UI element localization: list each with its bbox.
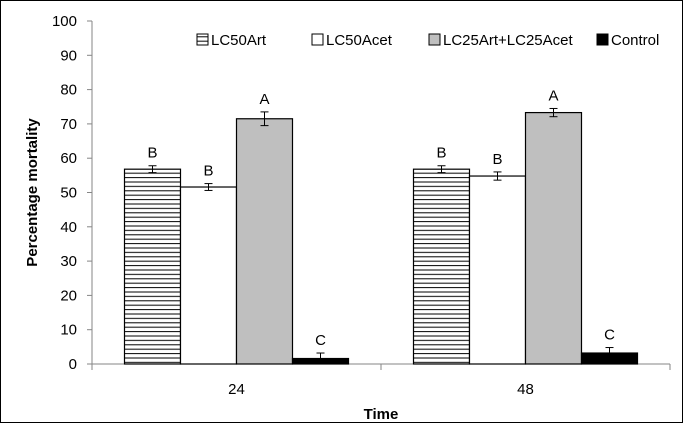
legend-swatch bbox=[596, 33, 609, 46]
y-tick-label: 80 bbox=[60, 82, 77, 99]
legend-label: Control bbox=[611, 32, 659, 49]
labels: 24 48 B B B B A A C C bbox=[147, 87, 615, 398]
legend-item: LC50Acet bbox=[311, 32, 393, 49]
significance-letter: C bbox=[604, 327, 615, 344]
legend-swatch bbox=[428, 33, 441, 46]
significance-letter: B bbox=[203, 163, 213, 180]
bar-lc50acet-24 bbox=[179, 186, 238, 365]
bar-lc50art-48 bbox=[412, 168, 471, 365]
legend: LC50Art LC50Acet LC25Art+LC25Acet Control bbox=[196, 32, 659, 49]
legend-item: LC50Art bbox=[196, 32, 267, 49]
x-tick-label: 24 bbox=[228, 381, 245, 398]
error-bar bbox=[204, 183, 213, 191]
error-bar bbox=[437, 165, 446, 174]
y-axis-title: Percentage mortality bbox=[24, 118, 41, 267]
y-tick-label: 60 bbox=[60, 150, 77, 167]
error-bar bbox=[605, 347, 614, 360]
error-bar bbox=[493, 171, 502, 181]
legend-item: LC25Art+LC25Acet bbox=[428, 32, 573, 49]
y-tick-label: 70 bbox=[60, 116, 77, 133]
legend-item: Control bbox=[596, 32, 659, 49]
y-tick-label: 90 bbox=[60, 47, 77, 64]
y-tick-label: 0 bbox=[69, 356, 77, 373]
y-tick-label: 30 bbox=[60, 253, 77, 270]
y-tick-label: 100 bbox=[52, 13, 77, 30]
legend-label: LC25Art+LC25Acet bbox=[443, 32, 573, 49]
error-bar bbox=[260, 111, 269, 127]
bar-lc25art-lc25acet-24 bbox=[235, 118, 294, 365]
error-bar bbox=[549, 107, 558, 118]
axes: 0 10 20 30 40 50 60 70 80 90 100 bbox=[52, 13, 671, 373]
significance-letter: A bbox=[259, 91, 269, 108]
x-tick-label: 48 bbox=[517, 381, 534, 398]
significance-letter: A bbox=[548, 87, 558, 104]
y-tick-label: 20 bbox=[60, 287, 77, 304]
legend-label: LC50Acet bbox=[326, 32, 393, 49]
y-tick-label: 40 bbox=[60, 219, 77, 236]
significance-letter: B bbox=[492, 151, 502, 168]
legend-label: LC50Art bbox=[211, 32, 267, 49]
bar-lc50acet-48 bbox=[468, 175, 527, 365]
significance-letter: B bbox=[436, 145, 446, 162]
y-tick-label: 50 bbox=[60, 185, 77, 202]
bar-lc50art-24 bbox=[123, 168, 182, 365]
y-tick-label: 10 bbox=[60, 322, 77, 339]
error-bar bbox=[148, 165, 157, 174]
significance-letter: B bbox=[147, 145, 157, 162]
bar-lc25art-lc25acet-48 bbox=[524, 111, 583, 365]
x-axis-title: Time bbox=[364, 406, 399, 422]
bars bbox=[123, 107, 639, 365]
significance-letter: C bbox=[315, 332, 326, 349]
legend-swatch bbox=[311, 33, 324, 46]
error-bar bbox=[316, 352, 325, 365]
legend-swatch bbox=[196, 33, 209, 46]
